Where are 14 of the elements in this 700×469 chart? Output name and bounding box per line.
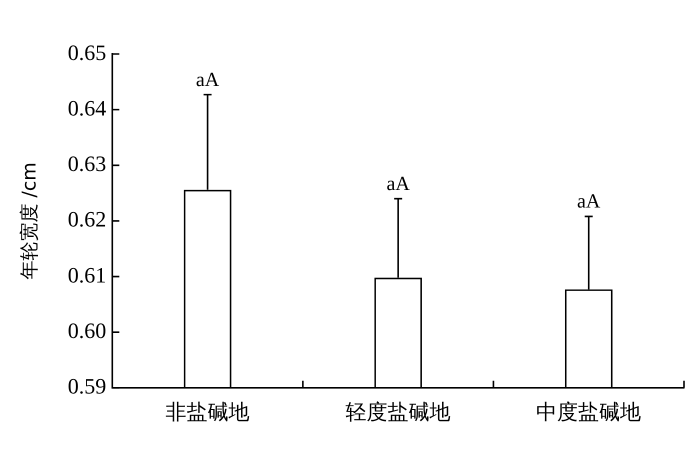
x-tick-label: 中度盐碱地 — [536, 400, 642, 424]
annotation: aA — [196, 68, 220, 91]
annotation: aA — [386, 172, 410, 195]
x-tick-label: 非盐碱地 — [166, 400, 250, 424]
y-tick-label: 0.65 — [68, 40, 106, 65]
y-axis-title: 年轮宽度 /cm — [18, 162, 40, 280]
x-tick-label: 轻度盐碱地 — [346, 400, 451, 424]
y-tick-label: 0.63 — [68, 151, 106, 176]
y-tick-label: 0.61 — [68, 262, 106, 288]
y-tick-label: 0.64 — [68, 95, 106, 120]
y-tick-label: 0.60 — [68, 318, 106, 343]
y-tick-label: 0.62 — [68, 206, 106, 232]
y-tick-label: 0.59 — [68, 374, 106, 399]
annotation: aA — [577, 190, 601, 213]
